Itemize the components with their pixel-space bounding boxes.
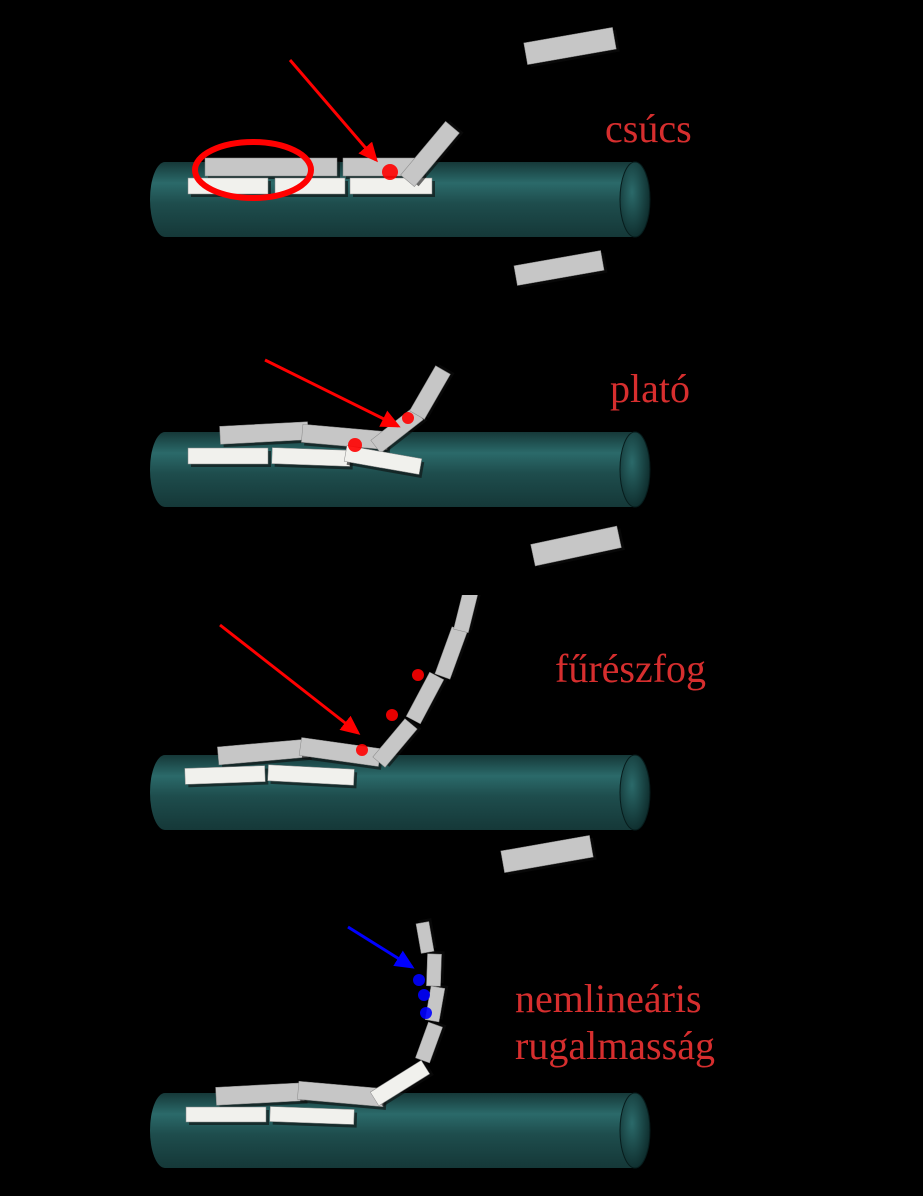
panel-plato: plató (0, 300, 923, 595)
label-nemlinearis: nemlineáris rugalmasság (515, 975, 715, 1069)
label-csucs: csúcs (605, 105, 692, 152)
panel-csucs: csúcs (0, 0, 923, 300)
label-fureszfog: fűrészfog (555, 645, 706, 692)
scene-fureszfog (0, 595, 923, 905)
scene-csucs (0, 0, 923, 300)
label-plato: plató (610, 365, 690, 412)
panel-fureszfog: fűrészfog (0, 595, 923, 905)
panel-nemlinearis: nemlineáris rugalmasság (0, 905, 923, 1196)
scene-plato (0, 300, 923, 595)
scene-nemlinearis (0, 905, 923, 1196)
